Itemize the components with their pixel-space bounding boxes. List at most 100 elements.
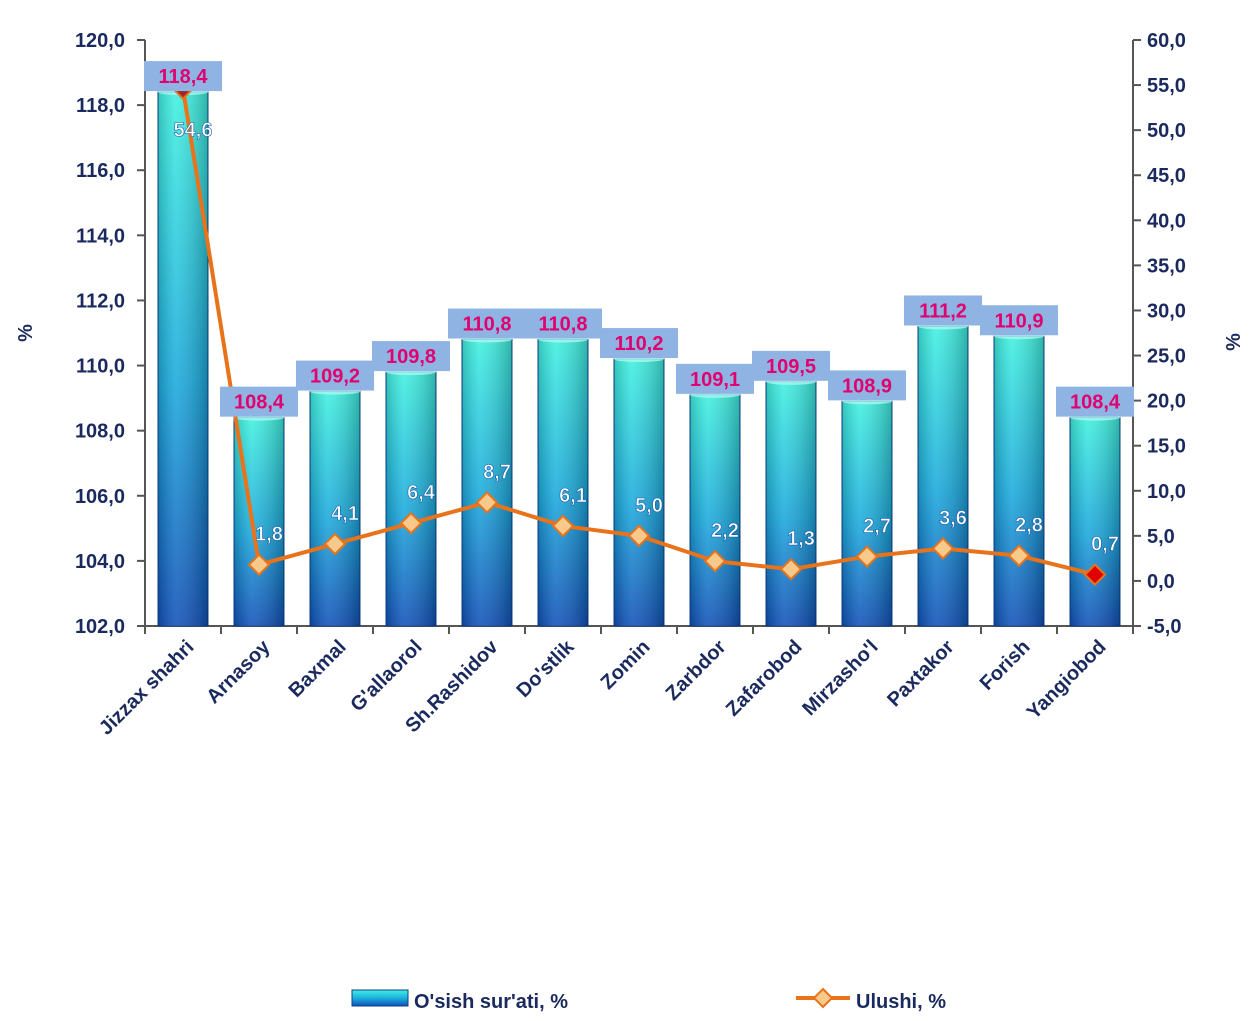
line-marker <box>551 514 575 538</box>
bar-value-label: 118,4 <box>159 66 209 88</box>
right-axis-title: % <box>1223 333 1245 351</box>
bar-value-label-box <box>904 295 982 326</box>
bar-value-label-box <box>676 363 754 394</box>
line-value-label: 6,1 <box>559 485 587 507</box>
line-value-label: 2,8 <box>1015 515 1043 537</box>
bar-value-label-box <box>144 61 222 92</box>
bar-value-label: 111,2 <box>919 300 967 322</box>
line-value-label: 54,6 <box>174 120 213 142</box>
right-axis-tick-label: 50,0 <box>1147 120 1186 142</box>
right-axis-tick-label: 15,0 <box>1147 436 1186 458</box>
line-marker <box>779 557 803 581</box>
bar-shade <box>1070 417 1120 626</box>
bar-shade <box>994 336 1044 626</box>
bar-shade <box>766 381 816 626</box>
right-axis-tick-label: 20,0 <box>1147 391 1186 413</box>
bar-shade <box>918 326 968 626</box>
legend-line-label: Ulushi, % <box>856 991 946 1013</box>
left-axis-tick-label: 108,0 <box>75 421 125 443</box>
left-axis-tick-label: 104,0 <box>75 551 125 573</box>
right-axis-tick-label: 10,0 <box>1147 481 1186 503</box>
line-marker <box>627 524 651 548</box>
left-axis-tick-label: 110,0 <box>76 356 125 378</box>
left-axis-tick-label: 114,0 <box>76 225 125 247</box>
line-value-label: 3,6 <box>939 507 967 529</box>
bar-value-label: 109,1 <box>690 369 740 391</box>
bar-value-label: 110,9 <box>995 310 1044 332</box>
bar-shade <box>538 339 588 626</box>
x-axis-category-label: Zafarobod <box>722 636 807 721</box>
x-axis-category-label: Arnasoy <box>202 635 275 708</box>
left-axis-tick-label: 120,0 <box>75 30 125 52</box>
line-value-label: 8,7 <box>483 461 511 483</box>
bar-value-label-box <box>600 328 678 359</box>
bar-value-label-box <box>448 308 526 339</box>
line-value-label: 1,3 <box>787 528 815 550</box>
left-axis-tick-label: 106,0 <box>75 486 125 508</box>
bar-value-label-box <box>980 305 1058 336</box>
bar-value-label-box <box>372 341 450 372</box>
left-axis-tick-label: 118,0 <box>76 95 125 117</box>
x-axis-category-label: Zarbdor <box>662 636 731 705</box>
line-marker <box>247 553 271 577</box>
bar-value-label-box <box>524 308 602 339</box>
line-marker <box>703 549 727 573</box>
x-axis-category-label: Paxtakor <box>883 636 958 711</box>
legend: O'sish sur'ati, % Ulushi, % <box>351 987 946 1013</box>
right-axis-tick-label: 45,0 <box>1147 165 1186 187</box>
bar-shade <box>386 372 436 626</box>
right-axis-tick-label: 35,0 <box>1147 255 1186 277</box>
bar-value-label-box <box>1056 386 1134 417</box>
right-axis-tick-label: 30,0 <box>1147 300 1186 322</box>
left-axis-tick-label: 112,0 <box>76 290 125 312</box>
legend-line-marker <box>812 987 834 1009</box>
bar-value-label: 109,8 <box>386 346 436 368</box>
line-marker <box>323 532 347 556</box>
data-labels: 118,4 108,4 109,2 109,8 110,8 110,8 110,2 109,1… <box>144 61 1134 556</box>
line-marker <box>1007 544 1031 568</box>
x-axis-category-label: Jizzax shahri <box>95 636 199 740</box>
line-marker <box>1083 563 1107 587</box>
line-value-label: 1,8 <box>255 524 283 546</box>
bar-value-label: 109,2 <box>310 366 360 388</box>
line-marker <box>475 491 499 514</box>
x-axis-category-label: Yangiobod <box>1023 636 1111 724</box>
x-axis-category-label: Zomin <box>597 636 655 694</box>
legend-bar-label: O'sish sur'ati, % <box>414 991 568 1013</box>
bar-shade <box>842 401 892 626</box>
line-value-label: 2,7 <box>863 516 891 538</box>
legend-bar-swatch <box>351 989 409 1007</box>
right-axis-tick-label: 60,0 <box>1147 30 1186 52</box>
left-axis-tick-label: 102,0 <box>75 616 125 638</box>
right-axis-tick-label: 25,0 <box>1147 346 1186 368</box>
left-axis-title: % <box>15 324 37 342</box>
bar-value-label-box <box>296 360 374 391</box>
bar-value-label-box <box>752 350 830 381</box>
bar-value-label-box <box>220 386 298 417</box>
line-value-label: 0,7 <box>1091 534 1119 556</box>
line-marker <box>855 545 879 568</box>
right-axis-tick-label: 40,0 <box>1147 210 1186 232</box>
right-axis-tick-label: 55,0 <box>1147 75 1186 97</box>
bar-shade <box>462 339 512 626</box>
left-axis-tick-label: 116,0 <box>76 160 125 182</box>
x-axis-category-label: Baxmal <box>285 636 351 702</box>
x-axis-category-label: G'allaorol <box>346 636 426 716</box>
line-value-label: 2,2 <box>711 520 739 542</box>
right-axis-tick-label: 0,0 <box>1147 571 1175 593</box>
bar-shade <box>158 92 208 627</box>
right-axis-tick-label: 5,0 <box>1147 526 1175 548</box>
bar-value-label: 108,4 <box>1070 392 1121 414</box>
bar-value-label: 110,2 <box>615 333 664 355</box>
x-axis-category-label: Forish <box>976 636 1035 695</box>
x-axis-category-label: Mirzasho'l <box>798 636 882 720</box>
line-value-label: 6,4 <box>407 482 436 504</box>
bar-value-label-box <box>828 370 906 401</box>
line-marker <box>931 537 955 560</box>
bar-value-label: 108,4 <box>234 392 285 414</box>
right-axis-tick-label: -5,0 <box>1147 616 1181 638</box>
line-marker <box>399 511 423 535</box>
bar-value-label: 109,5 <box>766 356 816 378</box>
